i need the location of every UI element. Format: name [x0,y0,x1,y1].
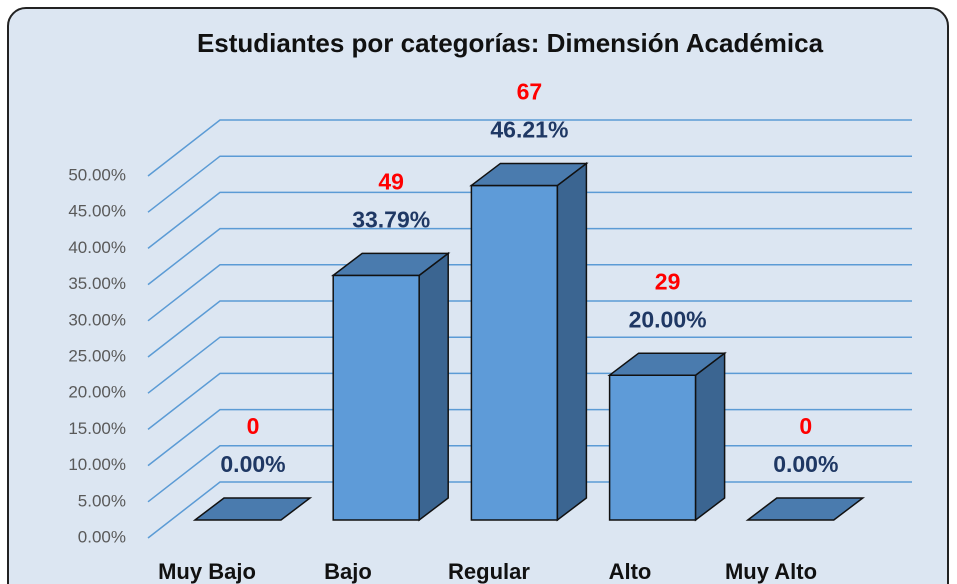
y-tick-label: 45.00% [68,202,126,221]
bar-front [470,184,559,521]
bar-top [469,162,589,187]
count-label: 49 [378,168,404,194]
chart-title: Estudiantes por categorías: Dimensión Ac… [197,28,824,58]
bar-top [192,497,313,521]
bar-side [694,351,726,522]
value-label: 0.00% [220,451,285,477]
y-tick-label: 10.00% [68,455,126,474]
y-tick-label: 20.00% [68,383,126,402]
y-tick-label: 40.00% [68,238,126,257]
grid-line [147,264,912,322]
y-tick-label: 5.00% [78,491,126,510]
bar-side [418,251,449,522]
x-tick-label: Bajo [324,559,372,584]
y-tick-label: 50.00% [68,165,126,184]
bar-top [330,252,451,277]
x-tick-label: Alto [609,559,652,584]
grid-line [147,300,912,358]
count-label: 0 [799,413,812,439]
y-tick-label: 30.00% [68,310,126,329]
y-tick-label: 15.00% [68,419,126,438]
y-tick-label: 35.00% [68,274,126,293]
bar-side [556,161,588,522]
count-label: 29 [655,268,681,294]
bar-front [332,274,420,521]
value-label: 20.00% [629,306,707,332]
x-tick-label: Regular [448,559,530,584]
x-tick-label: Muy Alto [725,559,817,584]
value-label: 0.00% [773,451,838,477]
value-label: 46.21% [490,117,568,143]
bar-top [607,352,727,376]
y-tick-label: 25.00% [68,346,126,365]
grid-line [147,227,912,286]
x-tick-label: Muy Bajo [158,559,256,584]
grid-line [147,336,912,394]
bar-front [608,374,697,521]
value-label: 33.79% [352,206,430,232]
count-label: 67 [517,79,543,105]
y-tick-label: 0.00% [78,527,126,546]
bar-top [745,497,866,521]
grid-line [147,119,912,177]
grid-line [147,155,912,213]
count-label: 0 [247,413,260,439]
grid-line [147,191,912,249]
